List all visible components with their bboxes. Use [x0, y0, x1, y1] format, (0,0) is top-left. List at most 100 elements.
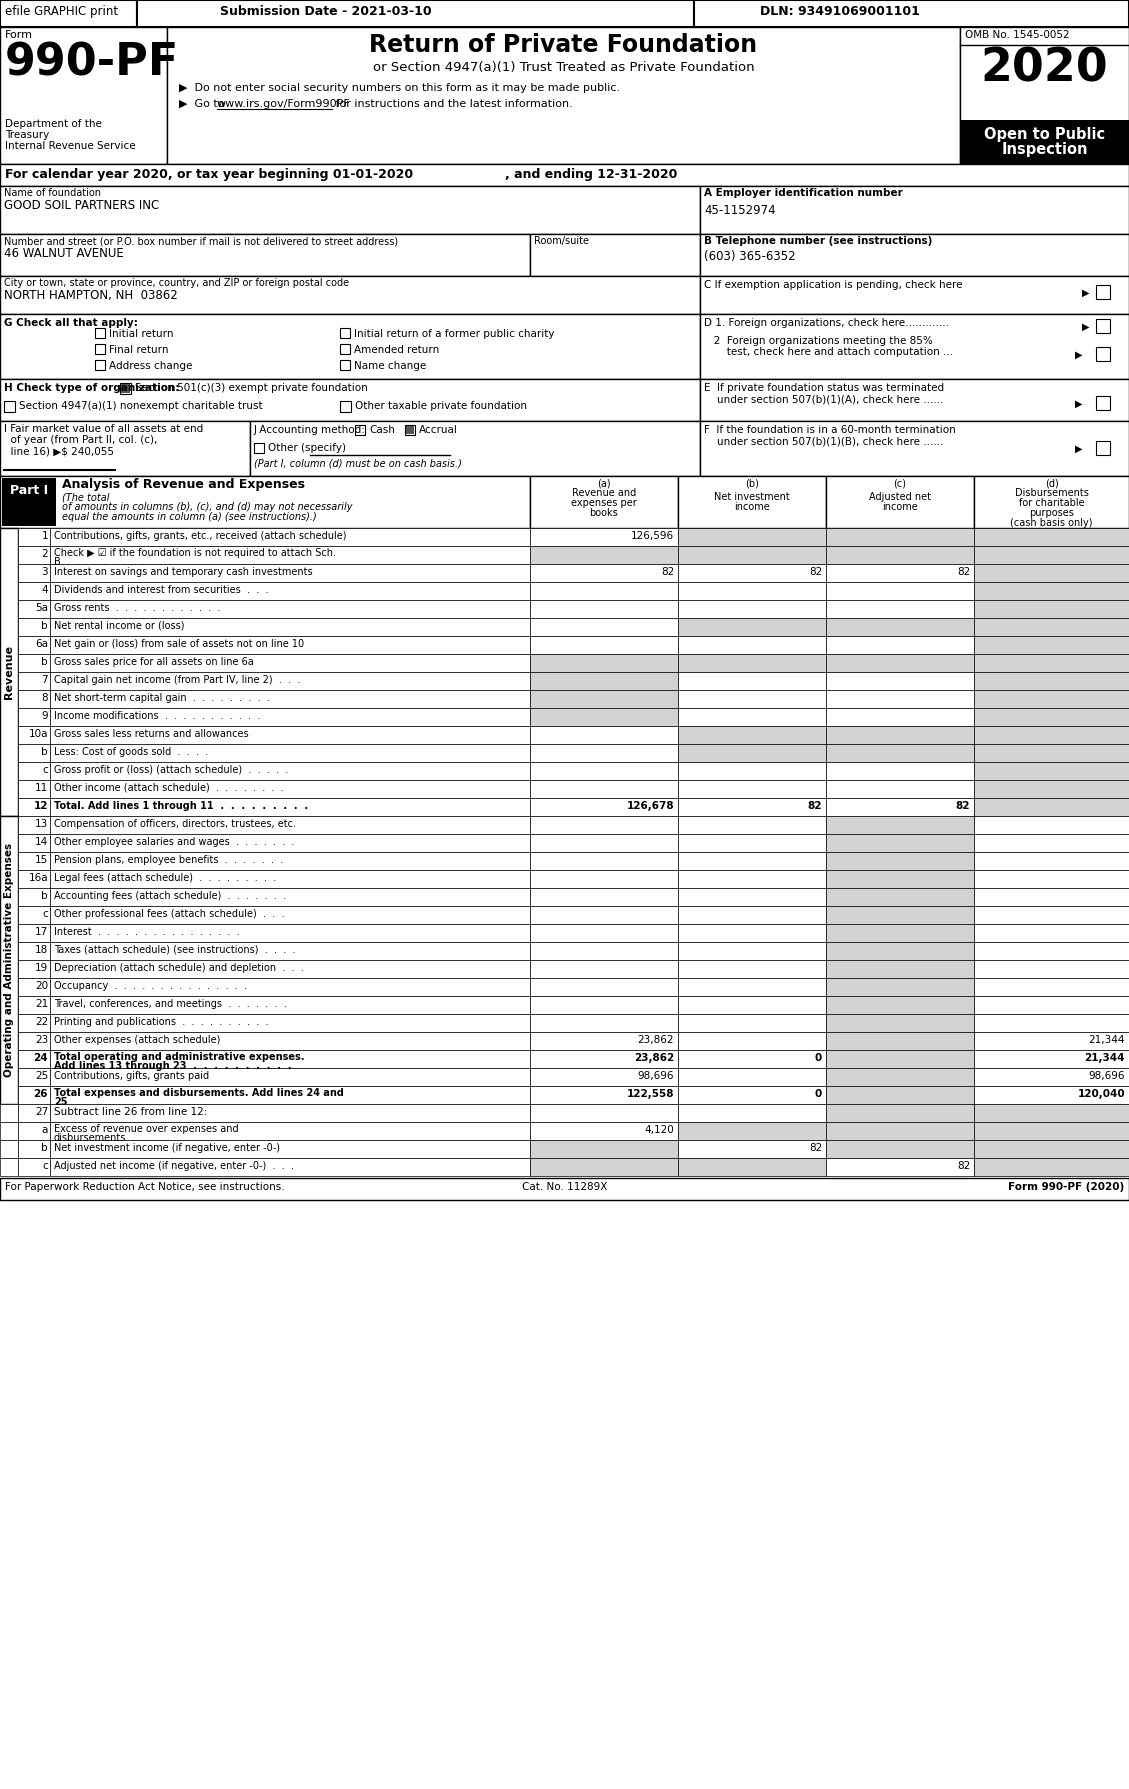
Bar: [974, 943, 1129, 961]
Bar: [18, 1068, 50, 1086]
Bar: [0, 528, 18, 816]
Bar: [121, 385, 130, 394]
Text: (a): (a): [597, 479, 611, 488]
Bar: [679, 564, 826, 581]
Text: b: b: [42, 1143, 49, 1152]
Text: Interest  .  .  .  .  .  .  .  .  .  .  .  .  .  .  .  .: Interest . . . . . . . . . . . . . . . .: [54, 927, 239, 937]
Text: 98,696: 98,696: [1088, 1072, 1124, 1081]
Bar: [960, 27, 1129, 165]
Text: Total expenses and disbursements. Add lines 24 and: Total expenses and disbursements. Add li…: [54, 1088, 344, 1098]
Text: Compensation of officers, directors, trustees, etc.: Compensation of officers, directors, tru…: [54, 819, 296, 828]
Text: Total. Add lines 1 through 11  .  .  .  .  .  .  .  .  .: Total. Add lines 1 through 11 . . . . . …: [54, 801, 308, 810]
Bar: [974, 637, 1129, 655]
Bar: [50, 546, 530, 564]
Bar: [826, 979, 974, 996]
Bar: [530, 617, 679, 637]
Text: line 16) ▶$ 240,055: line 16) ▶$ 240,055: [5, 445, 114, 456]
Bar: [50, 1032, 530, 1050]
Bar: [974, 744, 1129, 762]
Text: c: c: [42, 766, 49, 775]
Text: Other (specify): Other (specify): [268, 444, 345, 453]
Text: (603) 365-6352: (603) 365-6352: [704, 250, 796, 263]
Text: Form 990-PF (2020): Form 990-PF (2020): [1008, 1183, 1124, 1191]
Bar: [974, 1122, 1129, 1140]
Text: 23: 23: [35, 1036, 49, 1045]
Bar: [530, 599, 679, 617]
Bar: [50, 673, 530, 691]
Bar: [530, 887, 679, 905]
Bar: [974, 1086, 1129, 1104]
Text: Net investment income (if negative, enter -0-): Net investment income (if negative, ente…: [54, 1143, 280, 1152]
Bar: [18, 673, 50, 691]
Bar: [406, 426, 414, 435]
Bar: [974, 1104, 1129, 1122]
Text: for instructions and the latest information.: for instructions and the latest informat…: [332, 98, 572, 109]
Text: Add lines 13 through 23  .  .  .  .  .  .  .  .  .  .: Add lines 13 through 23 . . . . . . . . …: [54, 1061, 291, 1072]
Bar: [18, 1157, 50, 1175]
Bar: [679, 617, 826, 637]
Text: 23,862: 23,862: [633, 1054, 674, 1063]
Text: , and ending 12-31-2020: , and ending 12-31-2020: [505, 168, 677, 181]
Text: Number and street (or P.O. box number if mail is not delivered to street address: Number and street (or P.O. box number if…: [5, 236, 399, 247]
Bar: [0, 27, 167, 165]
Bar: [826, 798, 974, 816]
Bar: [0, 276, 700, 315]
Text: Operating and Administrative Expenses: Operating and Administrative Expenses: [5, 843, 14, 1077]
Bar: [679, 691, 826, 708]
Text: 82: 82: [956, 567, 970, 578]
Text: City or town, state or province, country, and ZIP or foreign postal code: City or town, state or province, country…: [5, 277, 349, 288]
Bar: [974, 581, 1129, 599]
Bar: [974, 816, 1129, 834]
Text: Net gain or (loss) from sale of assets not on line 10: Net gain or (loss) from sale of assets n…: [54, 639, 304, 649]
Text: 25: 25: [54, 1097, 68, 1107]
Bar: [826, 780, 974, 798]
Text: Treasury: Treasury: [5, 131, 50, 140]
Bar: [18, 762, 50, 780]
Bar: [974, 887, 1129, 905]
Bar: [18, 816, 50, 834]
Text: Pension plans, employee benefits  .  .  .  .  .  .  .: Pension plans, employee benefits . . . .…: [54, 855, 283, 866]
Text: Net rental income or (loss): Net rental income or (loss): [54, 621, 184, 632]
Bar: [95, 327, 105, 338]
Bar: [95, 343, 105, 354]
Text: (c): (c): [893, 479, 907, 488]
Bar: [530, 581, 679, 599]
Bar: [974, 476, 1129, 528]
Bar: [679, 816, 826, 834]
Bar: [679, 581, 826, 599]
Bar: [974, 726, 1129, 744]
Text: Other employee salaries and wages  .  .  .  .  .  .  .: Other employee salaries and wages . . . …: [54, 837, 295, 846]
Bar: [679, 599, 826, 617]
Text: Disbursements: Disbursements: [1015, 488, 1088, 497]
Bar: [530, 834, 679, 852]
Bar: [0, 1104, 18, 1122]
Text: 16a: 16a: [28, 873, 49, 884]
Text: Return of Private Foundation: Return of Private Foundation: [369, 32, 758, 57]
Text: Part I: Part I: [10, 485, 49, 497]
Bar: [50, 943, 530, 961]
Text: (d): (d): [1044, 479, 1058, 488]
Text: Revenue and: Revenue and: [572, 488, 636, 497]
Bar: [95, 360, 105, 370]
Bar: [18, 1104, 50, 1122]
Bar: [18, 617, 50, 637]
Text: ▶  Do not enter social security numbers on this form as it may be made public.: ▶ Do not enter social security numbers o…: [180, 82, 620, 93]
Bar: [50, 599, 530, 617]
Bar: [50, 1050, 530, 1068]
Text: B Telephone number (see instructions): B Telephone number (see instructions): [704, 236, 933, 247]
Bar: [700, 315, 1129, 379]
Bar: [50, 1104, 530, 1122]
Bar: [700, 186, 1129, 234]
Bar: [679, 655, 826, 673]
Text: Contributions, gifts, grants paid: Contributions, gifts, grants paid: [54, 1072, 209, 1081]
Text: 21,344: 21,344: [1085, 1054, 1124, 1063]
Text: 26: 26: [34, 1090, 49, 1098]
Text: ▶  Go to: ▶ Go to: [180, 98, 228, 109]
Bar: [679, 834, 826, 852]
Text: ▶: ▶: [1075, 351, 1083, 360]
Bar: [18, 528, 50, 546]
Bar: [530, 708, 679, 726]
Text: 3: 3: [42, 567, 49, 578]
Bar: [340, 327, 350, 338]
Text: Inspection: Inspection: [1001, 141, 1087, 157]
